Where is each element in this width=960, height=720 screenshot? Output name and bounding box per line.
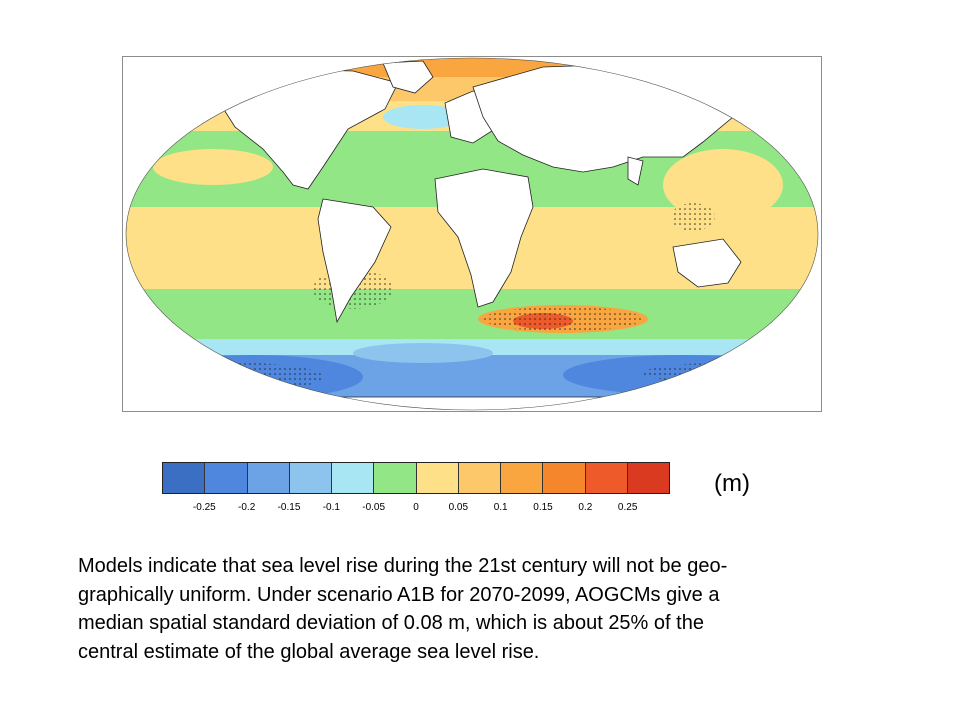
colorbar-swatch [543, 463, 586, 493]
colorbar-tick-label: -0.05 [362, 502, 386, 513]
colorbar-tick-label: -0.2 [238, 502, 256, 513]
stipple-maritime [671, 203, 715, 231]
colorbar-swatch [374, 463, 417, 493]
colorbar-swatch [247, 463, 290, 493]
caption: Models indicate that sea level rise duri… [78, 552, 898, 666]
colorbar-tick-label: 0.15 [533, 502, 553, 513]
ocean-patch-east-pacific [153, 149, 273, 185]
colorbar-swatch [458, 463, 501, 493]
north-america [217, 68, 399, 190]
colorbar-tick-label: 0.25 [617, 502, 638, 513]
colorbar-unit-label: (m) [714, 470, 750, 497]
south-america [317, 198, 392, 324]
ocean-band-arctic [126, 58, 818, 77]
ocean-patch-north-atlantic-cyan [383, 105, 463, 129]
caption-line: central estimate of the global average s… [78, 640, 540, 663]
ocean-band-south-green [126, 289, 818, 339]
colorbar-tick-label: -0.25 [192, 502, 216, 513]
ocean-patch-south-pacific-blue [143, 355, 363, 399]
stipple-south-indian [483, 307, 643, 331]
colorbar-tick-label: -0.15 [277, 502, 301, 513]
africa [434, 168, 534, 308]
colorbar-swatch [163, 463, 206, 493]
colorbar-tick-label: 0.1 [493, 502, 508, 513]
colorbar-swatch [627, 463, 669, 493]
ocean-patch-southern-indian-blue [563, 355, 803, 395]
world-map-svg [125, 57, 819, 411]
sea-level-change-map [122, 56, 822, 412]
colorbar-tick-label: 0.2 [578, 502, 593, 513]
ocean-patch-south-atlantic-cyan [353, 343, 493, 363]
colorbar-swatch [501, 463, 544, 493]
australia [672, 238, 742, 288]
stipple-southern-ocean-east [643, 363, 803, 383]
colorbar-tick-label: -0.1 [322, 502, 340, 513]
colorbar-swatch [585, 463, 628, 493]
colorbar-swatch [332, 463, 375, 493]
colorbar [162, 462, 670, 494]
ocean-field [126, 58, 818, 410]
colorbar-ticks: -0.25 -0.2 -0.15 -0.1 -0.05 0 0.05 0.1 0.15 0.2 0.… [162, 502, 670, 516]
colorbar-tick-label: 0.05 [448, 502, 469, 513]
india [627, 156, 644, 186]
caption-line: Models indicate that sea level rise duri… [78, 555, 728, 577]
antarctica [126, 396, 818, 410]
colorbar-tick-label: 0 [413, 502, 419, 513]
globe-outline [125, 57, 819, 411]
caption-line: graphically uniform. Under scenario A1B … [78, 583, 720, 606]
greenland [382, 60, 434, 94]
colorbar-swatch [289, 463, 332, 493]
caption-line: median spatial standard deviation of 0.0… [78, 612, 704, 634]
colorbar-swatch [205, 463, 248, 493]
colorbar-swatch [416, 463, 459, 493]
stipple-southern-ocean-west [163, 363, 323, 391]
